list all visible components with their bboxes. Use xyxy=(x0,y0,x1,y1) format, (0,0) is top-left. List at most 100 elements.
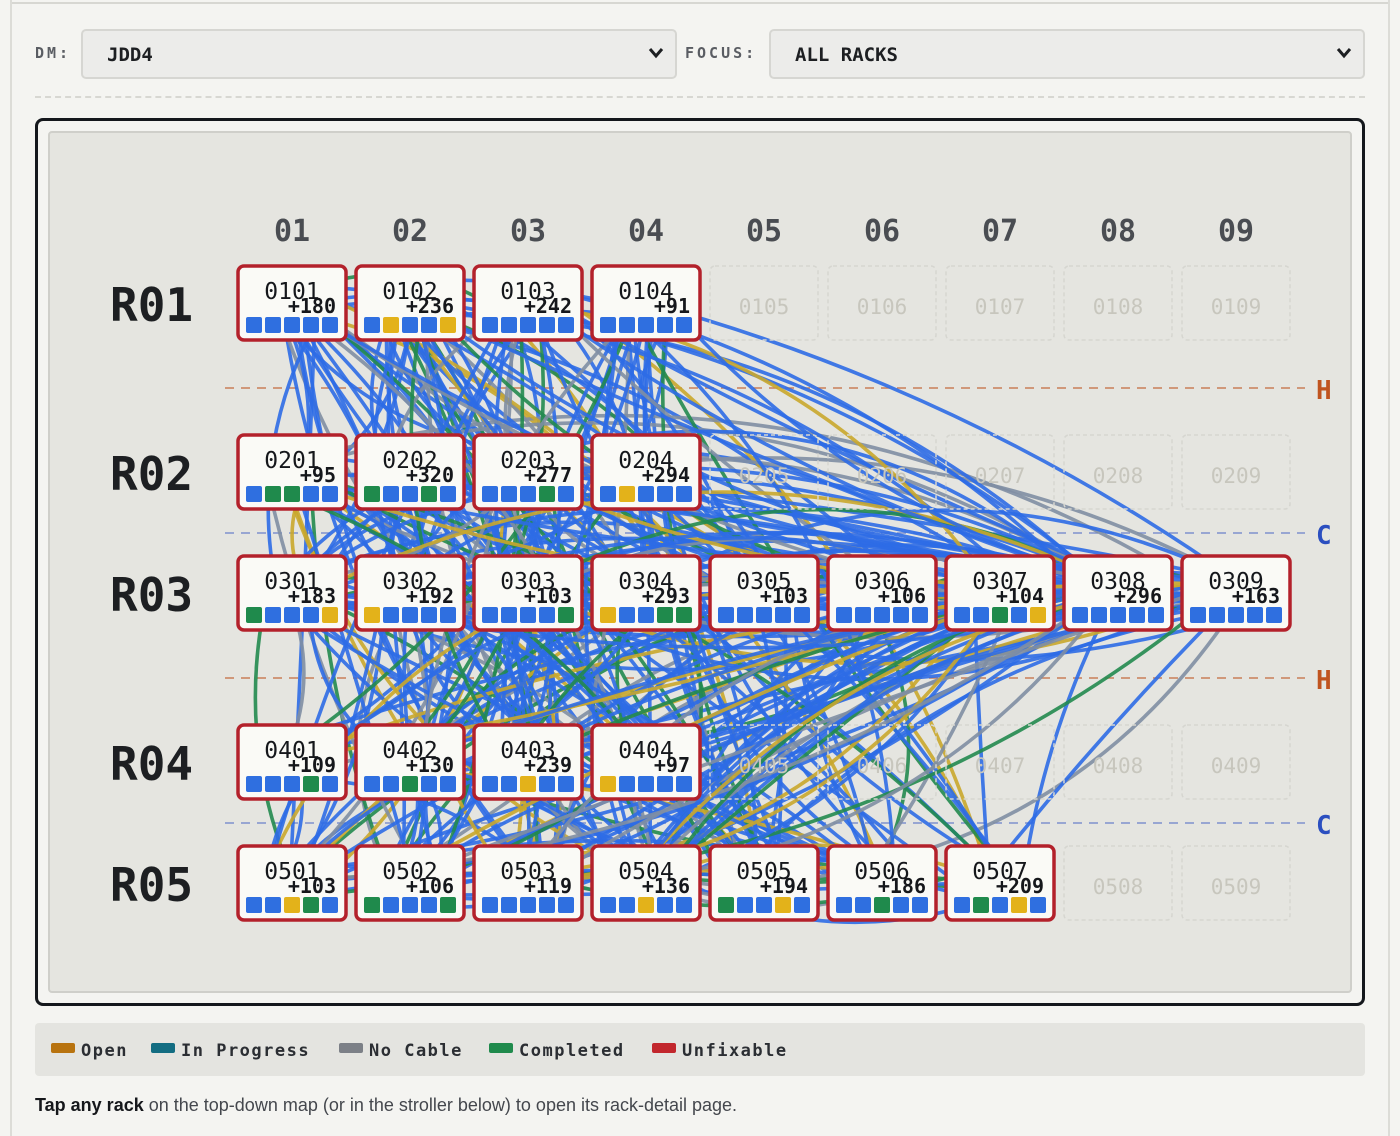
rack-0505[interactable]: 0505+194 xyxy=(708,844,820,922)
rack-0103[interactable]: 0103+242 xyxy=(472,264,584,342)
rack-0102[interactable]: 0102+236 xyxy=(354,264,466,342)
rack-unit-blue xyxy=(265,317,281,333)
rack-empty: 0105 xyxy=(709,265,819,341)
rack-unit-blue xyxy=(737,897,753,913)
help-text-rest: on the top-down map (or in the stroller … xyxy=(143,1095,738,1115)
rack-0308[interactable]: 0308+296 xyxy=(1062,554,1174,632)
rack-unit-blue xyxy=(440,607,456,623)
rack-count: +130 xyxy=(406,753,454,777)
rack-unit-blue xyxy=(482,897,498,913)
rack-unit-blue xyxy=(619,776,635,792)
rack-0502[interactable]: 0502+106 xyxy=(354,844,466,922)
rack-unit-blue xyxy=(1011,607,1027,623)
dm-select[interactable]: JDD4 xyxy=(81,29,677,79)
rack-unit-green xyxy=(676,607,692,623)
rack-unit-blue xyxy=(973,607,989,623)
rack-unit-blue xyxy=(657,897,673,913)
rack-0309[interactable]: 0309+163 xyxy=(1180,554,1292,632)
rack-unit-yellow xyxy=(600,607,616,623)
rack-unit-blue xyxy=(421,607,437,623)
rack-unit-blue xyxy=(737,607,753,623)
rack-0404[interactable]: 0404+97 xyxy=(590,723,702,801)
rack-unit-blue xyxy=(265,776,281,792)
rack-id: 0202 xyxy=(382,448,437,474)
rack-unit-green xyxy=(440,897,456,913)
rack-0401[interactable]: 0401+109 xyxy=(236,723,348,801)
rack-empty: 0109 xyxy=(1181,265,1291,341)
column-header: 07 xyxy=(982,214,1018,249)
rack-unit-blue xyxy=(1228,607,1244,623)
rack-0307[interactable]: 0307+104 xyxy=(944,554,1056,632)
cable-path xyxy=(420,318,629,758)
rack-0302[interactable]: 0302+192 xyxy=(354,554,466,632)
focus-select[interactable]: ALL RACKS xyxy=(769,29,1365,79)
legend-swatch xyxy=(339,1043,363,1053)
page-left-border xyxy=(10,0,12,1136)
rack-0204[interactable]: 0204+294 xyxy=(590,433,702,511)
rack-0501[interactable]: 0501+103 xyxy=(236,844,348,922)
help-text-bold: Tap any rack xyxy=(35,1095,144,1115)
rack-0403[interactable]: 0403+239 xyxy=(472,723,584,801)
rack-unit-blue xyxy=(893,607,909,623)
rack-id: 0503 xyxy=(500,859,555,885)
dm-select-value: JDD4 xyxy=(107,44,153,66)
rack-unit-blue xyxy=(836,897,852,913)
rack-empty-id: 0109 xyxy=(1211,295,1262,319)
rack-unit-green xyxy=(246,607,262,623)
rack-empty-outline xyxy=(709,434,819,510)
rack-unit-blue xyxy=(676,776,692,792)
hot-aisle-label: H xyxy=(1316,666,1332,696)
rack-0203[interactable]: 0203+277 xyxy=(472,433,584,511)
controls-separator xyxy=(35,96,1365,98)
legend-open: Open xyxy=(51,1041,128,1061)
rack-0104[interactable]: 0104+91 xyxy=(590,264,702,342)
rack-unit-blue xyxy=(265,607,281,623)
rack-unit-blue xyxy=(1072,607,1088,623)
rack-unit-blue xyxy=(482,607,498,623)
rack-0202[interactable]: 0202+320 xyxy=(354,433,466,511)
rack-unit-blue xyxy=(1190,607,1206,623)
legend-label: In Progress xyxy=(181,1041,311,1061)
rack-empty-id: 0409 xyxy=(1211,754,1262,778)
rack-unit-blue xyxy=(520,607,536,623)
rack-0201[interactable]: 0201+95 xyxy=(236,433,348,511)
rack-count: +103 xyxy=(760,584,808,608)
column-header: 04 xyxy=(628,214,664,249)
rack-empty: 0206 xyxy=(827,434,937,510)
rack-0504[interactable]: 0504+136 xyxy=(590,844,702,922)
legend-label: Open xyxy=(81,1041,128,1061)
rack-0506[interactable]: 0506+186 xyxy=(826,844,938,922)
rack-unit-blue xyxy=(638,486,654,502)
rack-unit-yellow xyxy=(775,897,791,913)
rack-unit-green xyxy=(284,486,300,502)
rack-unit-blue xyxy=(775,607,791,623)
rack-count: +103 xyxy=(524,584,572,608)
column-header: 08 xyxy=(1100,214,1136,249)
rack-0402[interactable]: 0402+130 xyxy=(354,723,466,801)
rack-0301[interactable]: 0301+183 xyxy=(236,554,348,632)
legend-completed: Completed xyxy=(489,1041,625,1061)
rack-0101[interactable]: 0101+180 xyxy=(236,264,348,342)
rack-id: 0303 xyxy=(500,569,555,595)
rack-id: 0402 xyxy=(382,738,437,764)
rack-id: 0203 xyxy=(500,448,555,474)
rack-empty-outline xyxy=(827,265,937,341)
rack-empty-outline xyxy=(709,265,819,341)
rack-0507[interactable]: 0507+209 xyxy=(944,844,1056,922)
rack-0305[interactable]: 0305+103 xyxy=(708,554,820,632)
rack-empty: 0508 xyxy=(1063,845,1173,921)
column-header: 02 xyxy=(392,214,428,249)
rack-count: +109 xyxy=(288,753,336,777)
row-header: R05 xyxy=(110,858,193,912)
rack-empty-id: 0205 xyxy=(739,464,790,488)
rack-unit-blue xyxy=(836,607,852,623)
rack-count: +163 xyxy=(1232,584,1280,608)
rack-0503[interactable]: 0503+119 xyxy=(472,844,584,922)
rack-unit-blue xyxy=(501,897,517,913)
rack-0306[interactable]: 0306+106 xyxy=(826,554,938,632)
chevron-down-icon xyxy=(648,48,664,59)
rack-unit-blue xyxy=(383,486,399,502)
rack-0304[interactable]: 0304+293 xyxy=(590,554,702,632)
rack-count: +136 xyxy=(642,874,690,898)
rack-0303[interactable]: 0303+103 xyxy=(472,554,584,632)
